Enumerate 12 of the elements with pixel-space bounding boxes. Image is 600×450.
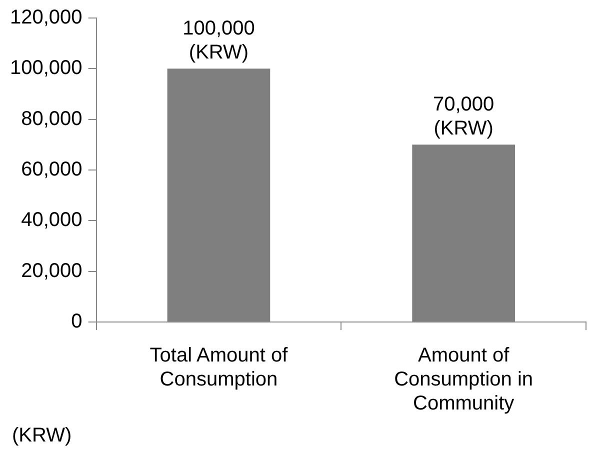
y-tick-label: 60,000 bbox=[21, 158, 82, 181]
data-label: 70,000 (KRW) bbox=[432, 94, 494, 140]
y-axis-title: (KRW) bbox=[12, 424, 72, 447]
y-tick-label: 80,000 bbox=[21, 108, 82, 130]
y-tick-label: 100,000 bbox=[10, 57, 82, 80]
x-tick-label: Total Amount of Consumption bbox=[150, 344, 288, 391]
y-tick-label: 40,000 bbox=[21, 209, 82, 232]
y-tick-label: 20,000 bbox=[21, 260, 82, 282]
y-tick-label: 0 bbox=[71, 310, 82, 333]
x-tick-label: Amount of Consumption in Community bbox=[394, 344, 534, 415]
y-tick-label: 120,000 bbox=[10, 6, 82, 29]
data-label: 100,000 (KRW) bbox=[182, 18, 255, 64]
